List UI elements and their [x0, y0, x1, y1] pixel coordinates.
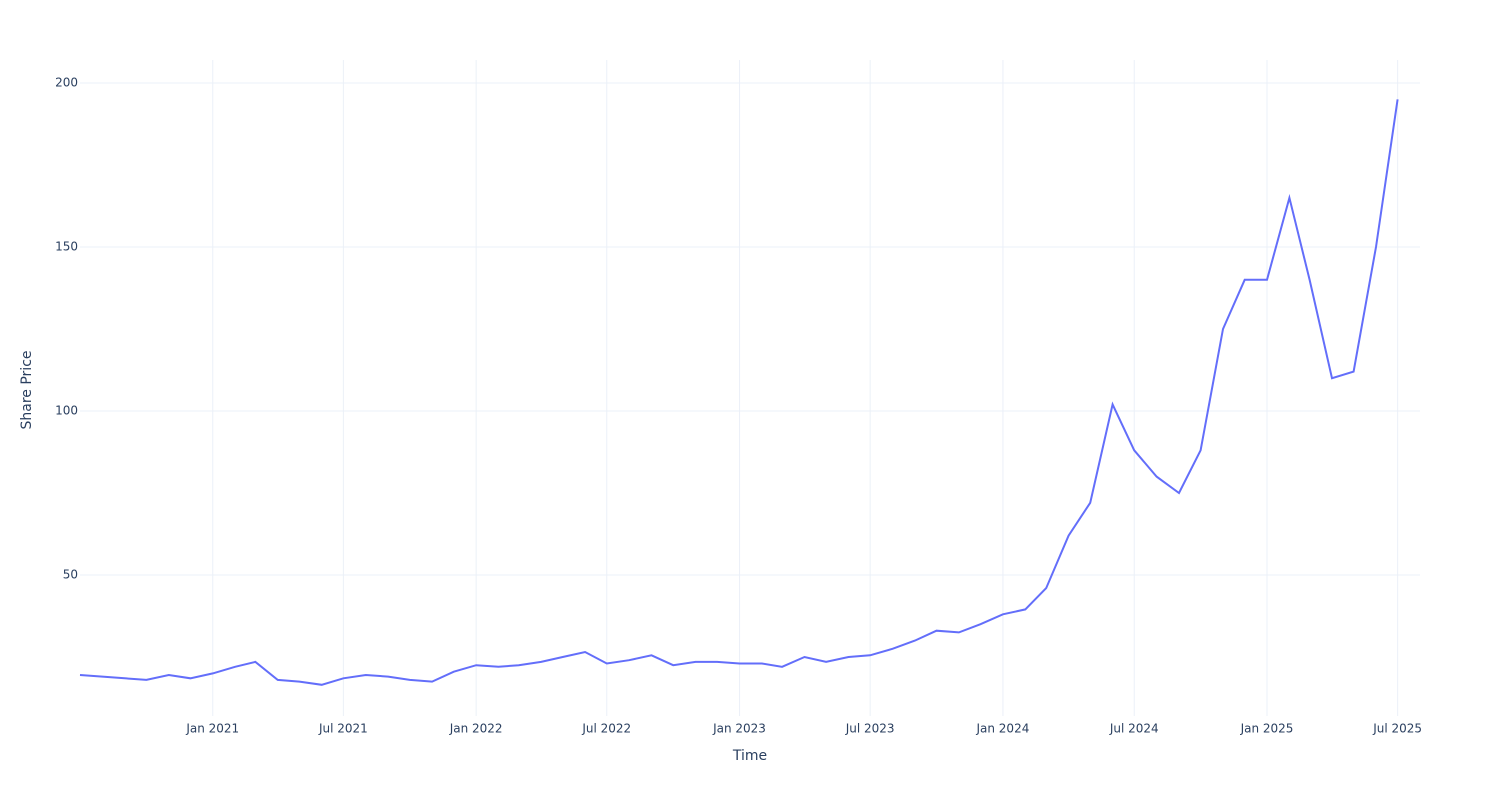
y-tick-label: 200	[55, 75, 78, 89]
x-tick-label: Jul 2025	[1372, 722, 1422, 736]
x-tick-label: Jul 2023	[845, 722, 895, 736]
y-axis-title: Share Price	[19, 350, 35, 429]
x-tick-label: Jul 2022	[581, 722, 631, 736]
x-tick-label: Jan 2021	[185, 722, 239, 736]
y-tick-label: 50	[63, 567, 78, 581]
x-tick-label: Jan 2022	[449, 722, 503, 736]
y-tick-label: 100	[55, 403, 78, 417]
x-tick-label: Jan 2024	[975, 722, 1029, 736]
x-tick-label: Jan 2023	[712, 722, 766, 736]
y-tick-label: 150	[55, 239, 78, 253]
x-tick-label: Jan 2025	[1240, 722, 1294, 736]
x-tick-label: Jul 2021	[318, 722, 368, 736]
line	[79, 99, 1399, 686]
x-axis-title: Time	[732, 748, 767, 764]
x-tick-label: Jul 2024	[1109, 722, 1159, 736]
